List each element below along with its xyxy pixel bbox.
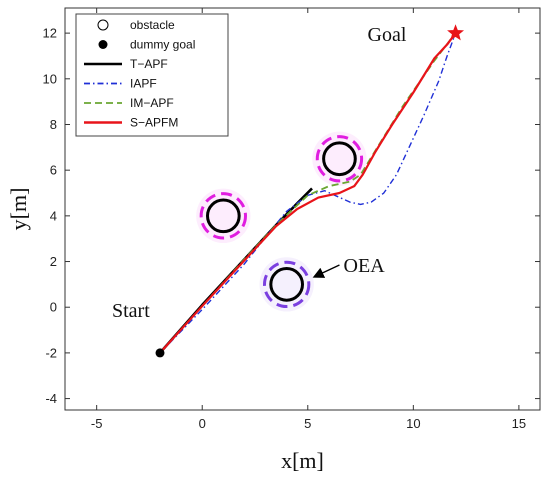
- oea-glow: [312, 131, 367, 186]
- y-tick-label: 6: [50, 163, 57, 178]
- legend-label: dummy goal: [130, 38, 195, 52]
- x-tick-label: 15: [512, 416, 526, 431]
- y-tick-label: -2: [45, 345, 57, 360]
- goal-star: [447, 24, 465, 41]
- y-tick-label: -4: [45, 391, 57, 406]
- y-tick-label: 0: [50, 300, 57, 315]
- obstacle-circle: [322, 141, 357, 177]
- y-tick-label: 4: [50, 208, 57, 223]
- x-tick-label: 5: [304, 416, 311, 431]
- oea-ring: [315, 135, 364, 183]
- x-tick-label: -5: [91, 416, 103, 431]
- axes-frame: [64, 7, 541, 411]
- series-line: [159, 32, 457, 354]
- legend-swatch: [98, 40, 108, 49]
- oea-arrow: [312, 264, 340, 278]
- start-label: Start: [112, 300, 150, 322]
- legend-label: T−APF: [130, 57, 168, 71]
- legend-label: IM−APF: [130, 96, 174, 110]
- y-tick-label: 10: [43, 71, 57, 86]
- oea-ring: [199, 192, 247, 240]
- x-tick-label: 10: [406, 416, 420, 431]
- obstacle-circle: [206, 198, 241, 234]
- obstacle-circle: [269, 267, 304, 302]
- legend-swatch: [97, 19, 109, 31]
- y-axis-title: y[m]: [6, 188, 31, 231]
- series-line: [159, 32, 457, 354]
- x-tick-label: 0: [199, 416, 206, 431]
- start-point: [155, 348, 165, 358]
- y-tick-label: 12: [43, 26, 57, 41]
- legend-label: obstacle: [130, 18, 175, 32]
- legend-label: S−APFM: [130, 116, 178, 130]
- x-axis-title: x[m]: [281, 448, 324, 473]
- goal-label: Goal: [368, 24, 407, 46]
- oea-glow: [259, 257, 314, 312]
- oea-glow: [196, 188, 251, 244]
- y-tick-label: 2: [50, 254, 57, 269]
- y-tick-label: 8: [50, 117, 57, 132]
- oea-label: OEA: [344, 255, 386, 277]
- oea-ring: [263, 260, 311, 309]
- legend-label: IAPF: [130, 77, 157, 91]
- legend-box: [75, 13, 229, 137]
